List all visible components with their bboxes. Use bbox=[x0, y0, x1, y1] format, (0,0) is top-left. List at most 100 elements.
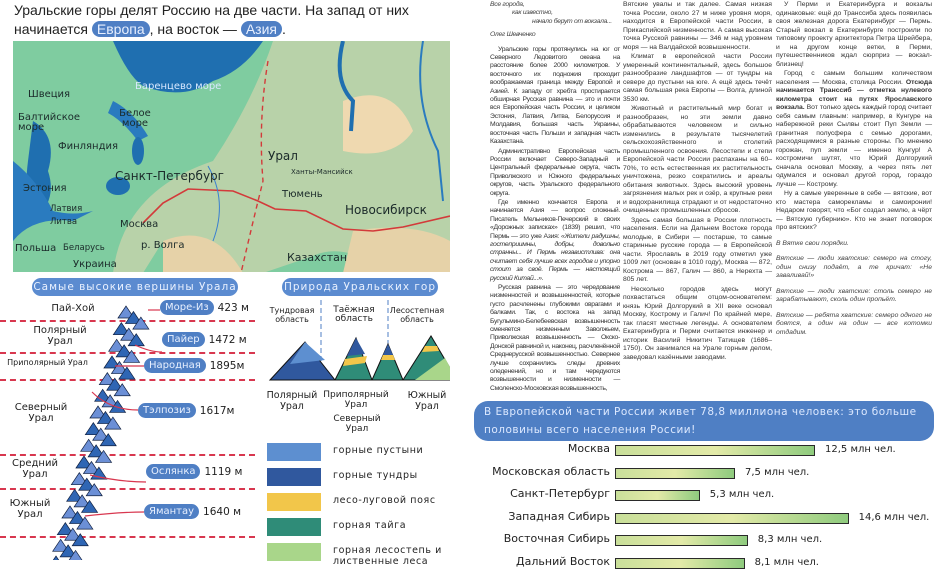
bar-value-label: 14,6 млн чел. bbox=[858, 511, 930, 523]
paragraph: У Перми и Екатеринбурга и вокзалы одинак… bbox=[776, 1, 932, 68]
saying: Вятские — люди хватские: столь семеро не… bbox=[776, 287, 932, 304]
map-label: Финляндия bbox=[58, 141, 119, 152]
mountain-icon bbox=[101, 394, 119, 408]
peak-height: 423 м bbox=[217, 301, 249, 314]
mountain-icon bbox=[94, 449, 113, 463]
mountain-label: Северный Урал bbox=[333, 414, 381, 434]
mountain-icon bbox=[132, 316, 150, 330]
intro-text-part: начинается bbox=[14, 21, 88, 37]
peak-name: Море-Из bbox=[160, 300, 214, 315]
mountain-icon bbox=[122, 349, 141, 363]
mountain-icon bbox=[110, 360, 129, 374]
legend-label: горная лесостепь и лиственные леса bbox=[333, 545, 442, 567]
mountain-icon bbox=[52, 555, 60, 560]
paragraph: Город с самым большим количеством населе… bbox=[776, 70, 932, 189]
mountain-icon bbox=[104, 416, 122, 430]
mountain-icon bbox=[120, 327, 138, 341]
legend-swatch bbox=[267, 543, 321, 561]
nature-title: Природа Уральских гор bbox=[282, 278, 438, 296]
ural-ridge bbox=[240, 60, 269, 272]
mountain-icon bbox=[80, 438, 98, 452]
divider bbox=[0, 379, 255, 381]
map-label: Урал bbox=[268, 149, 298, 163]
mountain-icon bbox=[106, 377, 124, 391]
paragraph-text: Где именно кончается Европа и начинается… bbox=[490, 198, 620, 240]
bar-value-label: 7,5 млн чел. bbox=[745, 466, 810, 478]
paragraph-text: Город с самым большим количеством населе… bbox=[776, 70, 932, 86]
intro-line-1: Уральские горы делят Россию на две части… bbox=[14, 2, 409, 18]
mountain-icon bbox=[82, 460, 101, 474]
region-label: Полярный Урал bbox=[33, 325, 87, 347]
map-label: Польша bbox=[15, 243, 57, 254]
divider bbox=[0, 488, 255, 490]
peak-row: Ямантау 1640 м bbox=[144, 504, 241, 519]
peak-row: Пайер 1472 м bbox=[162, 332, 247, 347]
mountain-icon bbox=[78, 477, 96, 491]
map-drawing bbox=[13, 41, 450, 272]
mountain-icon bbox=[87, 444, 105, 458]
europe-label: Европа bbox=[91, 21, 150, 37]
zone-label: Лесостепная область bbox=[389, 306, 445, 324]
region-label: Приполярный Урал bbox=[7, 358, 88, 367]
mountain-icon bbox=[56, 522, 74, 536]
peak-row: Море-Из 423 м bbox=[160, 300, 249, 315]
map-label: Латвия bbox=[50, 204, 83, 214]
legend-label: горные тундры bbox=[333, 470, 418, 481]
region-label: Пай-Хой bbox=[51, 303, 95, 314]
map-label: Литва bbox=[50, 217, 78, 227]
paragraph: Здесь самая большая в России плотность н… bbox=[623, 216, 772, 284]
altitude-zones-illustration bbox=[268, 300, 450, 381]
bar-category-label: Восточная Сибирь bbox=[503, 532, 610, 545]
peak-height: 1640 м bbox=[203, 505, 242, 518]
paragraph: Где именно кончается Европа и начинается… bbox=[490, 199, 620, 283]
mountain-label: Приполярный Урал bbox=[323, 390, 389, 410]
mountain-label: Южный Урал bbox=[407, 390, 447, 412]
peak-name: Народная bbox=[144, 358, 206, 373]
bar-value-label: 5,3 млн чел. bbox=[709, 489, 775, 500]
mountain-icon bbox=[117, 305, 135, 319]
map-label: р. Волга bbox=[141, 240, 185, 251]
mountain-icon bbox=[96, 410, 115, 424]
legend-swatch bbox=[267, 443, 321, 461]
map-label: Украина bbox=[73, 259, 117, 270]
paragraph: Ну а самые уверенные в себе — вятские, в… bbox=[776, 190, 932, 231]
bar-category-label: Западная Сибирь bbox=[508, 509, 610, 523]
bar-category-label: Московская область bbox=[492, 464, 610, 478]
mountain-icon bbox=[98, 372, 116, 386]
epigraph-line: Все города, bbox=[490, 1, 525, 8]
peak-height: 1119 м bbox=[204, 465, 243, 478]
mountain-icon bbox=[59, 544, 77, 558]
peak-name: Ослянка bbox=[146, 464, 201, 479]
mountain-icon bbox=[70, 472, 88, 486]
map-label: Новосибирск bbox=[345, 203, 427, 217]
peak-pointers bbox=[84, 309, 163, 517]
asia-label: Азия bbox=[240, 21, 282, 37]
bar bbox=[615, 557, 745, 569]
legend-label: горные пустыни bbox=[333, 445, 424, 456]
peak-height: 1472 м bbox=[208, 333, 247, 346]
mountain-icon bbox=[113, 383, 131, 397]
paragraph: Уральские горы протянулись на юг от Севе… bbox=[490, 45, 620, 146]
mountain-icon bbox=[118, 366, 136, 380]
bar-value-label: 12,5 млн чел. bbox=[825, 444, 896, 455]
mountain-icon bbox=[71, 533, 89, 547]
paragraph: Административно Европейская часть России… bbox=[490, 147, 620, 197]
saying: Вятские — ребята хватские: семеро одного… bbox=[776, 311, 932, 336]
bar-category-label: Санкт-Петербург bbox=[510, 487, 610, 500]
bar-value-label: 8,1 млн чел. bbox=[754, 556, 819, 568]
legend-label: лесо-луговой пояс bbox=[333, 495, 436, 506]
bar-category-label: Москва bbox=[567, 442, 610, 455]
map-label: Санкт-Петербург bbox=[115, 169, 224, 183]
map-label: Ханты-Мансийск bbox=[291, 168, 353, 176]
intro-text-part: . bbox=[281, 21, 286, 37]
peaks-title: Самые высокие вершины Урала bbox=[32, 278, 238, 296]
paragraph-text: Вот только здесь каждый город считает се… bbox=[776, 104, 932, 188]
article-column-2: Вятские увалы и так далее. Самая низкая … bbox=[623, 1, 772, 363]
peak-name: Пайер bbox=[162, 332, 205, 347]
mountain-icon bbox=[75, 455, 93, 469]
intro-text: Уральские горы делят Россию на две части… bbox=[14, 1, 474, 39]
legend-swatch bbox=[267, 518, 321, 536]
mountain-icon bbox=[64, 527, 82, 541]
mountain-label: Полярный Урал bbox=[266, 390, 318, 412]
peak-row: Ослянка 1119 м bbox=[146, 464, 242, 479]
